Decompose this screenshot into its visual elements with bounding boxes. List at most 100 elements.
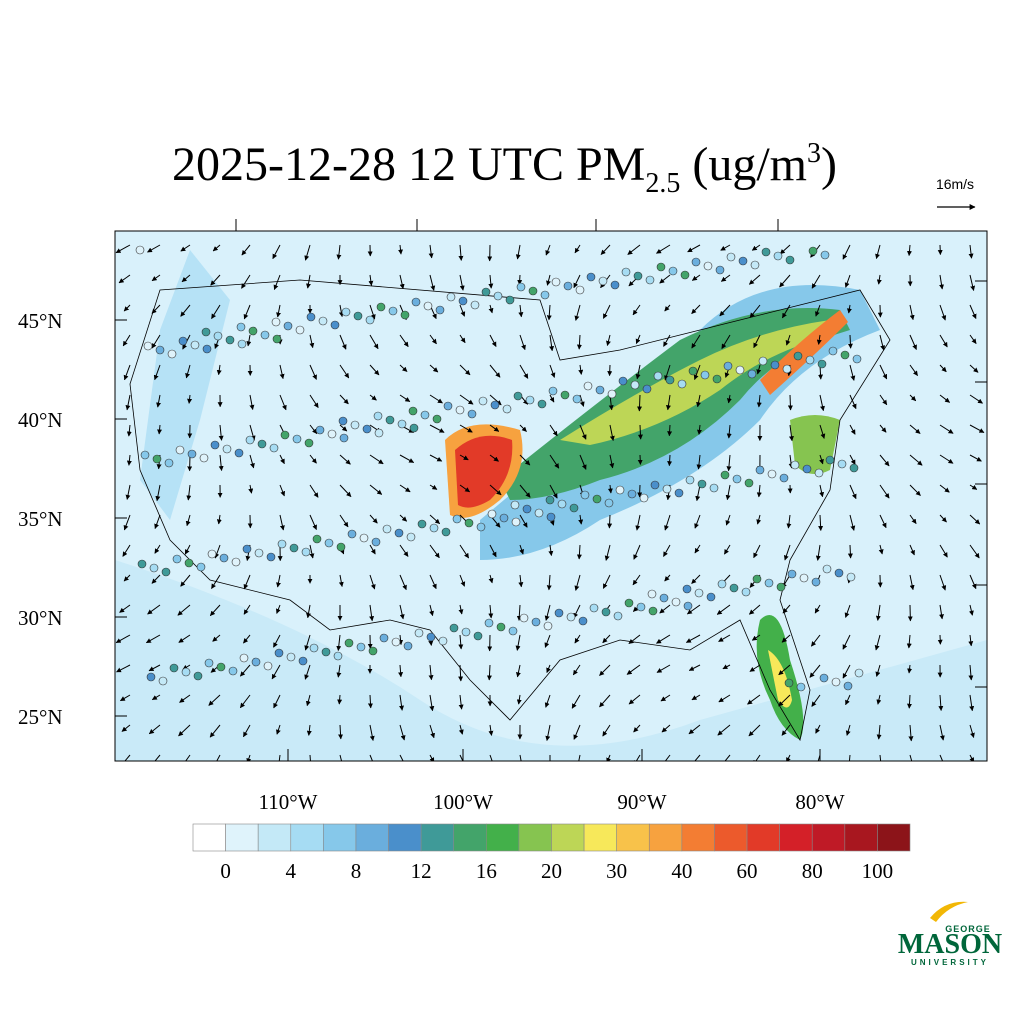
map-field xyxy=(115,231,987,761)
wind-vector xyxy=(305,694,311,707)
wind-vector xyxy=(667,424,673,437)
wind-vector xyxy=(155,484,161,502)
wind-vector xyxy=(309,484,319,498)
wind-vector xyxy=(271,664,281,680)
wind-vector xyxy=(939,334,948,348)
wind-vector xyxy=(691,574,701,584)
station xyxy=(545,495,555,505)
wind-vector xyxy=(939,724,945,741)
wind-vector xyxy=(115,244,131,254)
station xyxy=(715,265,725,275)
colorbar-box xyxy=(811,823,846,852)
station xyxy=(604,498,614,508)
wind-vector xyxy=(145,634,161,644)
station xyxy=(799,573,809,583)
station xyxy=(207,549,217,559)
wind-vector xyxy=(459,364,471,376)
colorbar-box xyxy=(648,823,683,852)
wind-vector xyxy=(154,544,161,554)
wind-vector xyxy=(626,664,641,675)
wind-vector xyxy=(939,604,944,620)
wind-vector xyxy=(816,334,822,345)
colorbar-box xyxy=(518,823,552,852)
station xyxy=(627,489,637,499)
wind-vector xyxy=(489,424,500,432)
wind-vector xyxy=(279,454,285,465)
wind-vector xyxy=(627,244,641,255)
wind-vector xyxy=(604,544,611,561)
station xyxy=(697,479,707,489)
wind-vector xyxy=(879,424,887,433)
wind-vector xyxy=(459,304,466,317)
station xyxy=(461,627,471,637)
wind-vector xyxy=(939,574,947,591)
wind-vector xyxy=(720,274,731,282)
wind-vector xyxy=(216,364,222,376)
wind-vector xyxy=(842,244,851,260)
station xyxy=(822,564,832,574)
wind-vector xyxy=(399,724,406,741)
station xyxy=(394,528,404,538)
wind-vector xyxy=(656,634,671,644)
station xyxy=(566,612,576,622)
wind-vector xyxy=(276,304,281,318)
wind-vector xyxy=(661,724,671,733)
station xyxy=(548,386,558,396)
station xyxy=(210,440,220,450)
station xyxy=(391,637,401,647)
station xyxy=(236,322,246,332)
wind-vector xyxy=(309,394,319,409)
wind-vector xyxy=(968,604,974,616)
wind-vector xyxy=(749,664,761,672)
wind-vector xyxy=(429,514,441,525)
field-region xyxy=(115,560,987,761)
wind-vector xyxy=(459,544,470,559)
wind-vector xyxy=(458,724,464,735)
wind-vector xyxy=(519,514,528,528)
station xyxy=(732,474,742,484)
wind-vector xyxy=(723,544,731,555)
wind-vector xyxy=(123,574,131,582)
wind-vector xyxy=(751,634,761,641)
wind-vector xyxy=(906,634,912,649)
station xyxy=(615,485,625,495)
wind-vector xyxy=(667,454,673,467)
wind-vector xyxy=(489,394,502,406)
wind-vector xyxy=(246,334,252,347)
wind-vector xyxy=(637,484,643,498)
wind-vector xyxy=(815,544,821,561)
wind-vector xyxy=(694,754,701,761)
wind-vector xyxy=(546,664,551,673)
station xyxy=(784,678,794,688)
station xyxy=(376,302,386,312)
station xyxy=(213,331,223,341)
wind-vector xyxy=(778,694,791,707)
station xyxy=(406,532,416,542)
station xyxy=(613,611,623,621)
wind-vector xyxy=(119,604,131,613)
wind-vector xyxy=(399,574,407,591)
station xyxy=(330,320,340,330)
station xyxy=(688,366,698,376)
wind-vector xyxy=(600,244,611,255)
station xyxy=(525,395,535,405)
station xyxy=(269,443,279,453)
colorbar-box xyxy=(844,823,878,852)
colorbar-box xyxy=(453,823,487,852)
wind-vector xyxy=(306,724,312,736)
station xyxy=(204,658,214,668)
wind-vector xyxy=(909,394,917,402)
wind-vector xyxy=(686,604,701,615)
wind-vector xyxy=(969,484,978,490)
station xyxy=(645,275,655,285)
wind-vector xyxy=(909,754,913,761)
station xyxy=(373,411,383,421)
wind-vector xyxy=(819,394,825,412)
wind-vector xyxy=(637,394,643,412)
wind-vector xyxy=(909,484,921,496)
wind-vector xyxy=(339,514,349,528)
station xyxy=(534,508,544,518)
station xyxy=(184,558,194,568)
wind-vector xyxy=(747,694,761,705)
wind-vector xyxy=(633,724,641,733)
